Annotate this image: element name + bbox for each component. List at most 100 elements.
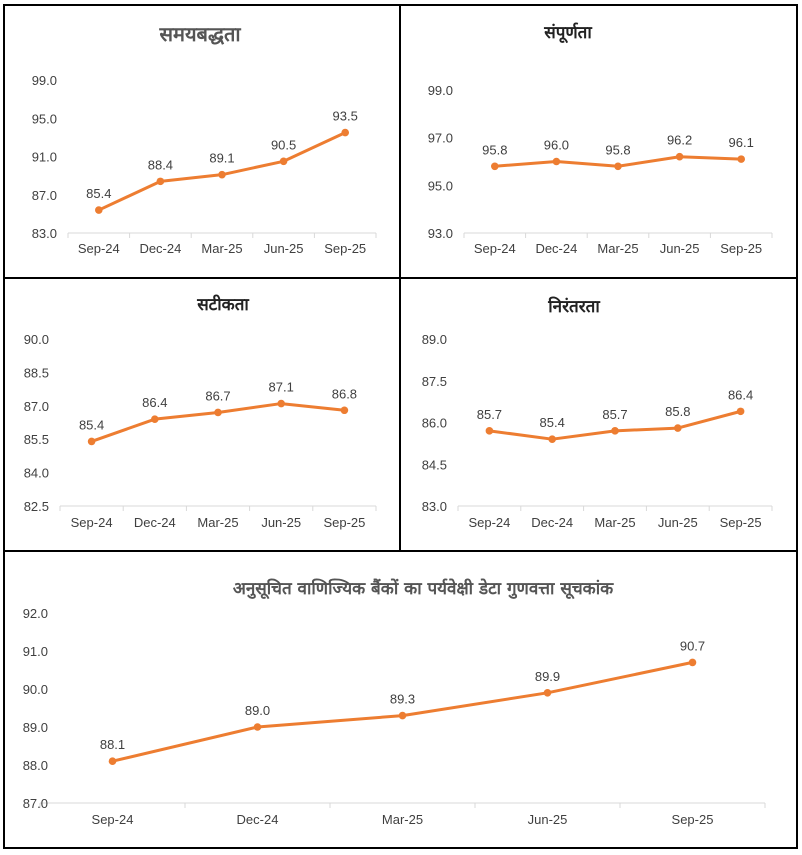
data-label: 90.5 — [271, 137, 296, 152]
x-tick-label: Jun-25 — [660, 241, 700, 256]
data-label: 86.4 — [728, 387, 753, 402]
data-point — [279, 157, 288, 166]
data-point — [491, 162, 499, 171]
data-point — [552, 157, 561, 166]
data-label: 85.7 — [477, 407, 502, 422]
y-tick-label: 87.0 — [32, 188, 57, 203]
data-label: 96.1 — [729, 135, 754, 150]
x-tick-label: Dec-24 — [134, 515, 176, 530]
data-point — [156, 177, 165, 186]
y-tick-label: 88.0 — [23, 758, 48, 773]
data-point — [87, 437, 96, 446]
data-point — [675, 152, 684, 161]
x-tick-label: Jun-25 — [528, 812, 568, 827]
data-label: 85.7 — [602, 407, 627, 422]
data-label: 93.5 — [333, 109, 358, 124]
y-tick-label: 89.0 — [23, 720, 48, 735]
data-point — [548, 435, 556, 443]
chart-svg: 93.0 95.0 97.0 99.0 Sep-24 Dec-24 Mar-25 Jun-25… — [428, 83, 773, 256]
x-tick-label: Mar-25 — [597, 241, 638, 256]
y-tick-label: 87.0 — [23, 796, 48, 811]
data-point — [214, 408, 222, 417]
x-tick-label: Jun-25 — [658, 515, 698, 530]
x-tick-label: Sep-25 — [672, 812, 714, 827]
data-point — [674, 424, 682, 432]
x-tick-label: Mar-25 — [197, 515, 238, 530]
x-tick-label: Sep-25 — [324, 241, 366, 256]
chart-title: सटीकता — [197, 295, 249, 315]
data-label: 87.1 — [269, 380, 294, 395]
data-label: 89.9 — [535, 669, 560, 684]
data-point — [736, 407, 745, 416]
x-tick-label: Jun-25 — [261, 515, 301, 530]
chart-panel-continuity: निरंतरता 83.0 84.5 86.0 87.5 89.0 Sep-24 Dec-2… — [400, 275, 800, 553]
chart-panel-timeliness: समयबद्धता 83.0 87.0 91.0 95.0 99.0 Sep-24 Dec-… — [0, 0, 400, 278]
x-tick-label: Sep-24 — [92, 812, 134, 827]
x-tick-label: Dec-24 — [139, 241, 181, 256]
data-point — [340, 406, 349, 415]
x-tick-label: Mar-25 — [382, 812, 423, 827]
data-label: 85.4 — [86, 186, 111, 201]
chart-title: समयबद्धता — [159, 22, 241, 46]
chart-title: निरंतरता — [548, 297, 600, 317]
x-tick-label: Dec-24 — [237, 812, 279, 827]
data-point — [253, 723, 262, 731]
chart-title: अनुसूचित वाणिज्यिक बैंकों का पर्यवेक्षी … — [232, 579, 614, 599]
y-tick-label: 84.0 — [24, 466, 49, 481]
y-tick-label: 99.0 — [428, 83, 453, 98]
data-label: 86.4 — [142, 395, 167, 410]
data-point — [737, 155, 745, 163]
data-point — [614, 162, 622, 171]
x-tick-label: Sep-24 — [71, 515, 113, 530]
data-point — [398, 711, 407, 720]
y-tick-label: 86.0 — [422, 416, 447, 431]
x-tick-label: Dec-24 — [531, 515, 573, 530]
y-tick-label: 83.0 — [32, 226, 57, 241]
data-point — [341, 128, 350, 137]
y-tick-label: 97.0 — [428, 131, 453, 146]
data-point — [688, 658, 697, 667]
data-label: 89.0 — [245, 703, 270, 718]
y-tick-label: 90.0 — [23, 682, 48, 697]
x-tick-label: Mar-25 — [201, 241, 242, 256]
data-label: 90.7 — [680, 638, 705, 653]
x-tick-label: Sep-24 — [474, 241, 516, 256]
x-tick-label: Mar-25 — [594, 515, 635, 530]
data-label: 96.0 — [544, 138, 569, 153]
x-tick-label: Sep-25 — [323, 515, 365, 530]
chart-svg: 82.5 84.0 85.5 87.0 88.5 90.0 Sep-24 Dec-24 Mar-… — [24, 332, 377, 530]
y-tick-label: 85.5 — [24, 432, 49, 447]
chart-panel-overall-index: अनुसूचित वाणिज्यिक बैंकों का पर्यवेक्षी … — [0, 550, 802, 855]
data-point — [485, 427, 494, 435]
y-tick-label: 89.0 — [422, 332, 447, 347]
data-label: 85.4 — [79, 417, 104, 432]
data-point — [108, 757, 117, 765]
x-tick-label: Dec-24 — [535, 241, 577, 256]
data-point — [611, 427, 619, 435]
data-label: 85.8 — [665, 404, 690, 419]
y-tick-label: 87.0 — [24, 399, 49, 414]
y-tick-label: 93.0 — [428, 226, 453, 241]
data-label: 86.7 — [205, 388, 230, 403]
x-tick-label: Jun-25 — [264, 241, 304, 256]
data-point — [151, 415, 159, 423]
y-tick-label: 83.0 — [422, 499, 447, 514]
y-tick-label: 84.5 — [422, 457, 447, 472]
y-tick-label: 88.5 — [24, 365, 49, 380]
chart-svg: 87.0 88.0 89.0 90.0 91.0 92.0 Sep-24 Dec-24 Mar-… — [23, 606, 766, 827]
x-tick-label: Sep-24 — [78, 241, 120, 256]
chart-title: संपूर्णता — [544, 23, 592, 43]
y-tick-label: 99.0 — [32, 73, 57, 88]
y-tick-label: 87.5 — [422, 374, 447, 389]
divider-horizontal-top — [3, 277, 798, 279]
y-tick-label: 95.0 — [32, 111, 57, 126]
data-label: 88.4 — [148, 157, 173, 172]
data-label: 85.4 — [540, 415, 565, 430]
data-point — [277, 399, 286, 408]
data-point — [543, 689, 552, 697]
y-tick-label: 91.0 — [23, 644, 48, 659]
data-point — [218, 170, 226, 179]
y-tick-label: 92.0 — [23, 606, 48, 621]
y-tick-label: 91.0 — [32, 150, 57, 165]
x-tick-label: Sep-25 — [720, 241, 762, 256]
